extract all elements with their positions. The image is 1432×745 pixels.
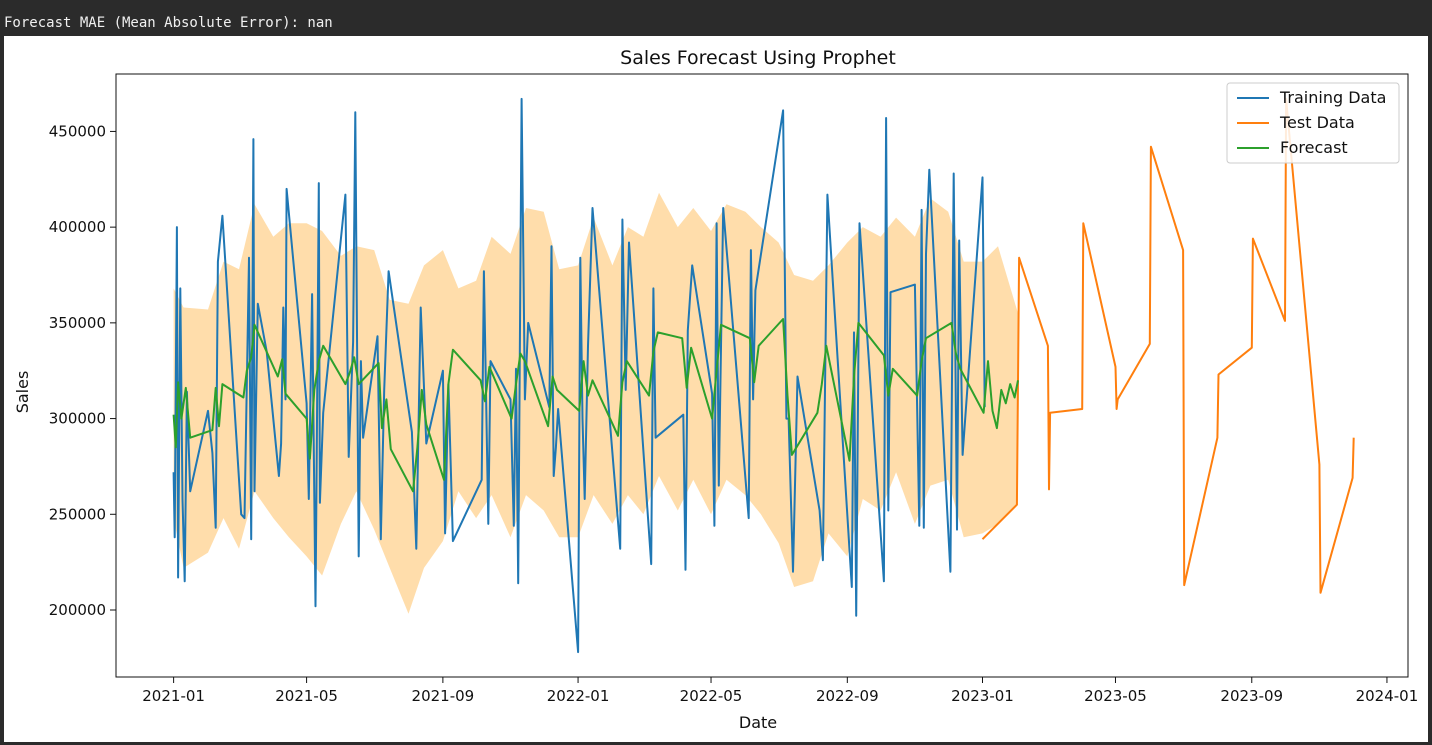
x-axis-ticks: 2021-01 2021-05 2021-09 2022-01 2022-05 2022-… [142, 677, 1418, 705]
x-tick-label: 2021-09 [412, 687, 475, 705]
y-tick-label: 350000 [49, 314, 106, 332]
plot-frame [115, 73, 1409, 678]
x-tick-label: 2023-05 [1084, 687, 1147, 705]
y-tick-label: 450000 [49, 122, 106, 140]
x-tick-label: 2023-01 [951, 687, 1014, 705]
x-tick-label: 2021-05 [275, 687, 338, 705]
chart-figure: Sales Forecast Using Prophet 2021-01 2021… [4, 36, 1428, 742]
y-tick-label: 200000 [49, 601, 106, 619]
forecast-line [172, 318, 1019, 493]
legend-label: Forecast [1280, 138, 1348, 157]
x-tick-label: 2021-01 [142, 687, 205, 705]
x-axis-label: Date [739, 713, 777, 732]
legend-label: Training Data [1279, 88, 1386, 107]
console-output: Forecast MAE (Mean Absolute Error): nan [4, 15, 333, 31]
y-axis-label: Sales [13, 371, 32, 414]
y-tick-label: 400000 [49, 218, 106, 236]
y-tick-label: 300000 [49, 410, 106, 428]
x-tick-label: 2022-05 [680, 687, 743, 705]
legend: Training Data Test Data Forecast [1226, 82, 1400, 164]
y-tick-label: 250000 [49, 505, 106, 523]
confidence-interval-layer [173, 192, 1019, 614]
training-data-line [172, 97, 986, 654]
y-axis-ticks: 200000 250000 300000 350000 400000 450000 [49, 122, 116, 619]
legend-label: Test Data [1279, 113, 1355, 132]
test-data-line [981, 97, 1355, 594]
chart-title: Sales Forecast Using Prophet [620, 47, 896, 69]
chart-svg: Sales Forecast Using Prophet 2021-01 2021… [13, 47, 1418, 732]
x-tick-label: 2022-01 [547, 687, 610, 705]
forecast-interval-band [173, 192, 1019, 614]
legend-box [1226, 82, 1400, 164]
x-tick-label: 2022-09 [816, 687, 879, 705]
x-tick-label: 2023-09 [1220, 687, 1283, 705]
x-tick-label: 2024-01 [1356, 687, 1419, 705]
